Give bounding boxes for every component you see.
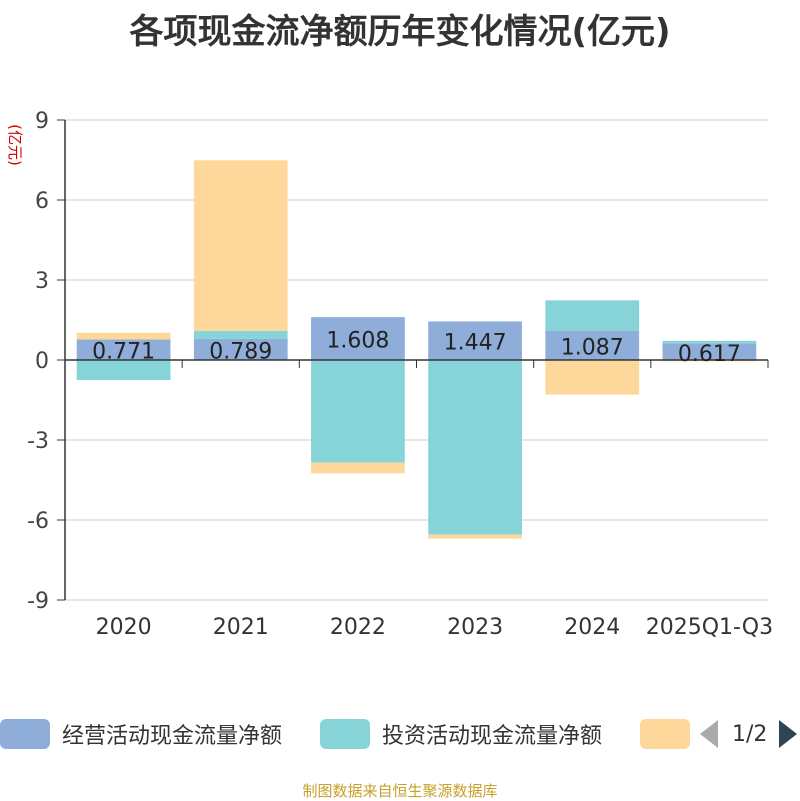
x-tick-label: 2020 <box>96 615 152 640</box>
x-tick-label: 2025Q1-Q3 <box>646 615 773 640</box>
bar-operating[interactable] <box>662 343 757 360</box>
y-tick-label: 9 <box>35 109 49 134</box>
x-tick-label: 2023 <box>447 615 503 640</box>
data-source-note: 制图数据来自恒生聚源数据库 <box>302 782 498 800</box>
legend-pager: 1/2 <box>700 718 798 750</box>
data-label: 0.789 <box>209 339 272 364</box>
bar-investing[interactable] <box>193 330 288 339</box>
data-label: 1.447 <box>444 331 507 356</box>
bar-financing[interactable] <box>545 360 640 395</box>
legend: 经营活动现金流量净额 投资活动现金流量净额 1/2 <box>0 714 800 754</box>
y-tick-label: -9 <box>27 589 49 614</box>
grid-lines <box>65 119 768 601</box>
legend-swatch-investing <box>320 719 370 749</box>
chart-title: 各项现金流净额历年变化情况(亿元) <box>129 12 671 52</box>
x-tick-label: 2024 <box>564 615 620 640</box>
bar-investing[interactable] <box>662 340 757 344</box>
legend-item-financing[interactable] <box>640 718 702 750</box>
bar-financing[interactable] <box>193 160 288 331</box>
y-tick-label: 3 <box>35 269 49 294</box>
y-axis-unit-label: (亿元) <box>6 124 24 166</box>
legend-swatch-financing <box>640 719 690 749</box>
bars-layer <box>76 160 757 539</box>
y-tick-label: -3 <box>27 429 49 454</box>
data-label: 1.608 <box>326 329 389 354</box>
bar-operating[interactable] <box>428 321 522 360</box>
bar-investing[interactable] <box>545 300 640 332</box>
legend-label-operating: 经营活动现金流量净额 <box>62 724 283 749</box>
legend-page-indicator: 1/2 <box>732 721 768 747</box>
y-tick-label: -6 <box>27 509 49 534</box>
data-label: 1.087 <box>561 336 624 361</box>
data-label: 0.771 <box>92 340 155 365</box>
bar-operating[interactable] <box>193 338 288 360</box>
x-tick-label: 2022 <box>330 615 386 640</box>
axes-layer <box>57 119 769 601</box>
bar-operating[interactable] <box>311 317 405 360</box>
bar-investing[interactable] <box>76 360 171 380</box>
legend-item-investing[interactable]: 投资活动现金流量净额 <box>320 718 602 750</box>
y-tick-label: 0 <box>35 349 49 374</box>
legend-prev-icon[interactable] <box>700 720 718 748</box>
labels-layer: 9 6 3 0 -3 -6 -9 0.771 2020 0.789 2021 1.608 2022 1.4… <box>6 109 773 640</box>
data-label: 0.617 <box>678 342 741 367</box>
bar-operating[interactable] <box>76 339 171 360</box>
legend-label-investing: 投资活动现金流量净额 <box>382 724 603 749</box>
legend-item-operating[interactable]: 经营活动现金流量净额 <box>0 718 282 750</box>
legend-swatch-operating <box>0 719 50 749</box>
bar-financing[interactable] <box>76 332 171 340</box>
bar-operating[interactable] <box>545 331 640 360</box>
bar-financing[interactable] <box>428 534 522 539</box>
y-tick-label: 6 <box>35 189 49 214</box>
bar-investing[interactable] <box>311 360 405 463</box>
bar-financing[interactable] <box>311 462 405 474</box>
x-tick-label: 2021 <box>213 615 269 640</box>
cash-flow-chart: 9 6 3 0 -3 -6 -9 0.771 2020 0.789 2021 1.608 2022 1.4… <box>6 109 773 640</box>
legend-next-icon[interactable] <box>779 720 798 748</box>
bar-investing[interactable] <box>428 360 522 535</box>
